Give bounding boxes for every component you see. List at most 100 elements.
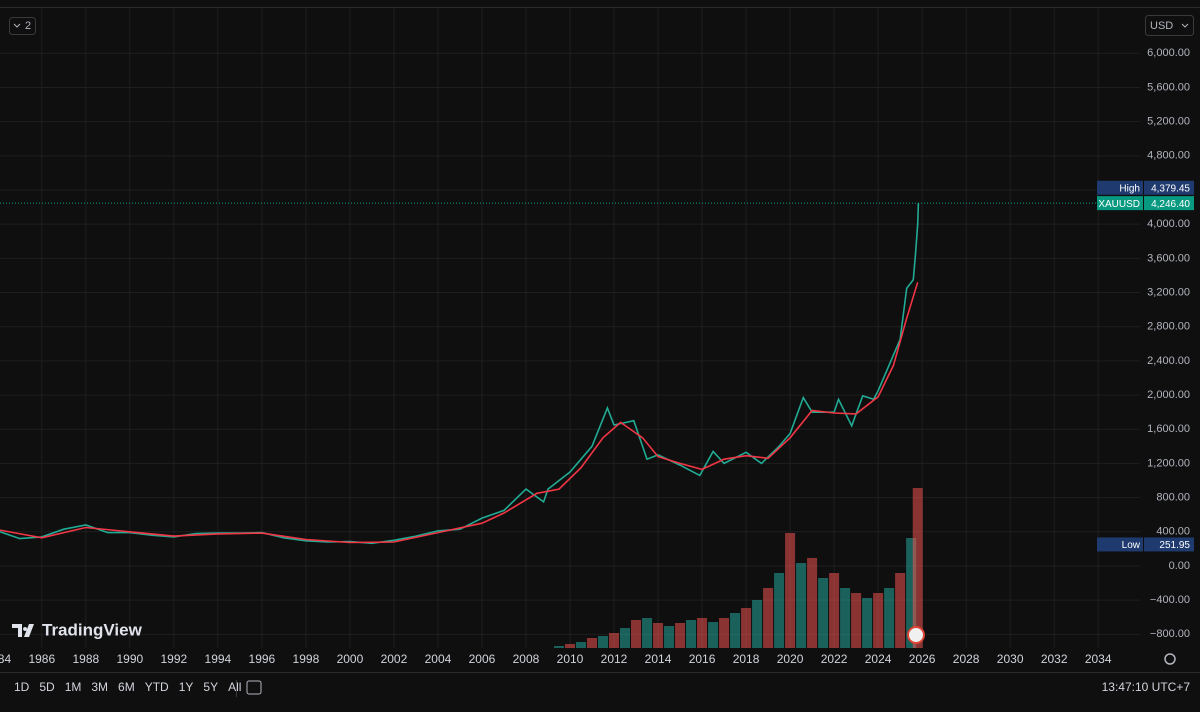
x-tick-label: 2016 <box>689 652 716 666</box>
x-tick-label: 2002 <box>381 652 408 666</box>
low-value-label: 251.95 <box>1159 540 1190 551</box>
range-button[interactable]: 6M <box>118 680 135 694</box>
x-tick-label: 2008 <box>513 652 540 666</box>
volume-bar <box>576 642 587 648</box>
range-button[interactable]: 3M <box>91 680 108 694</box>
event-flag[interactable] <box>907 626 925 644</box>
volume-bar <box>829 573 840 648</box>
volume-bar <box>851 593 862 648</box>
volume-bar <box>697 618 708 648</box>
range-button[interactable]: 5D <box>39 680 55 694</box>
y-tick-label: 2,800.00 <box>1147 321 1190 333</box>
x-tick-label: 1992 <box>161 652 188 666</box>
last-label: XAUUSD <box>1098 199 1140 210</box>
x-tick-label: 2024 <box>865 652 892 666</box>
x-tick-label: 2018 <box>733 652 760 666</box>
time-axis: 1984 1986 1988 1990 1992 1994 1996 1998 2000 2002… <box>0 652 1112 666</box>
volume-bar <box>807 558 818 648</box>
volume-bar <box>631 620 642 648</box>
volume-bar <box>741 608 752 648</box>
x-tick-label: 2014 <box>645 652 672 666</box>
currency-dropdown[interactable] <box>1145 15 1194 36</box>
x-tick-label: 2032 <box>1041 652 1068 666</box>
low-value-box <box>1144 537 1194 552</box>
volume-bar <box>818 578 829 648</box>
price-line <box>0 282 919 544</box>
settings-icon[interactable] <box>1164 653 1176 665</box>
chevron-icon <box>13 23 21 28</box>
low-label-box <box>1097 537 1143 552</box>
y-tick-label: 5,600.00 <box>1147 81 1190 93</box>
grid <box>0 8 1140 648</box>
y-tick-label: 0.00 <box>1169 560 1190 572</box>
range-toolbar: 1D 5D 1M 3M 6M YTD 1Y 5Y All <box>14 680 241 694</box>
x-tick-label: 2034 <box>1085 652 1112 666</box>
y-tick-label: 5,200.00 <box>1147 116 1190 128</box>
last-value-box <box>1144 196 1194 211</box>
volume-bar <box>895 573 906 648</box>
high-label: High <box>1119 183 1140 194</box>
x-tick-label: 2026 <box>909 652 936 666</box>
volume-bar <box>785 533 796 648</box>
range-button[interactable]: 5Y <box>203 680 218 694</box>
volume-bar <box>884 588 895 648</box>
y-tick-label: −400.00 <box>1150 594 1190 606</box>
volume-bar <box>862 598 873 648</box>
high-value-label: 4,379.45 <box>1151 183 1190 194</box>
volume-bar <box>796 563 807 648</box>
y-tick-label: 1,600.00 <box>1147 423 1190 435</box>
price-axis: −800.00 −400.00 0.00 400.00 800.00 1,200.00 1,… <box>1147 47 1190 640</box>
brand-name: TradingView <box>42 620 143 639</box>
volume-bar <box>565 644 575 648</box>
y-tick-label: 3,200.00 <box>1147 286 1190 298</box>
currency-label: USD <box>1150 20 1173 32</box>
range-button[interactable]: All <box>228 680 241 694</box>
x-tick-label: 2022 <box>821 652 848 666</box>
range-button[interactable]: YTD <box>145 680 169 694</box>
x-tick-label: 1998 <box>293 652 320 666</box>
x-tick-label: 1988 <box>72 652 99 666</box>
y-tick-label: −800.00 <box>1150 628 1190 640</box>
y-tick-label: 1,200.00 <box>1147 457 1190 469</box>
x-tick-label: 1996 <box>249 652 276 666</box>
x-tick-label: 2004 <box>425 652 452 666</box>
volume-bar <box>598 636 609 648</box>
y-tick-label: 2,000.00 <box>1147 389 1190 401</box>
volume-bar <box>620 628 631 648</box>
volume-bar <box>906 538 917 648</box>
layout-badge[interactable] <box>9 17 36 35</box>
plot-area <box>0 202 1140 648</box>
volume-bar <box>763 588 774 648</box>
range-button[interactable]: 1M <box>65 680 82 694</box>
volume-bar <box>752 600 763 648</box>
volume-bar <box>719 618 730 648</box>
x-tick-label: 1984 <box>0 652 11 666</box>
high-value-box <box>1144 180 1194 195</box>
volume-bar <box>730 613 741 648</box>
y-tick-label: 2,400.00 <box>1147 355 1190 367</box>
y-tick-label: 6,000.00 <box>1147 47 1190 59</box>
volume-bar <box>774 573 785 648</box>
y-tick-label: 4,800.00 <box>1147 150 1190 162</box>
last-value-label: 4,246.40 <box>1151 199 1190 210</box>
x-tick-label: 1994 <box>205 652 232 666</box>
volume-bar <box>642 618 653 648</box>
y-tick-label: 400.00 <box>1156 526 1190 538</box>
volume-bar <box>664 626 675 648</box>
volume-bar <box>686 620 697 648</box>
volume-bar <box>587 638 598 648</box>
date-range-icon[interactable] <box>246 680 262 695</box>
layout-count: 2 <box>25 20 31 32</box>
x-tick-label: 2000 <box>337 652 364 666</box>
y-tick-label: 800.00 <box>1156 492 1190 504</box>
range-button[interactable]: 1D <box>14 680 30 694</box>
volume-bar <box>708 622 719 648</box>
x-tick-label: 2006 <box>469 652 496 666</box>
range-button[interactable]: 1Y <box>179 680 194 694</box>
price-line <box>0 203 920 545</box>
chevron-icon <box>1181 23 1189 28</box>
x-tick-label: 2020 <box>777 652 804 666</box>
volume-bar <box>609 633 620 648</box>
last-label-box <box>1097 196 1143 211</box>
